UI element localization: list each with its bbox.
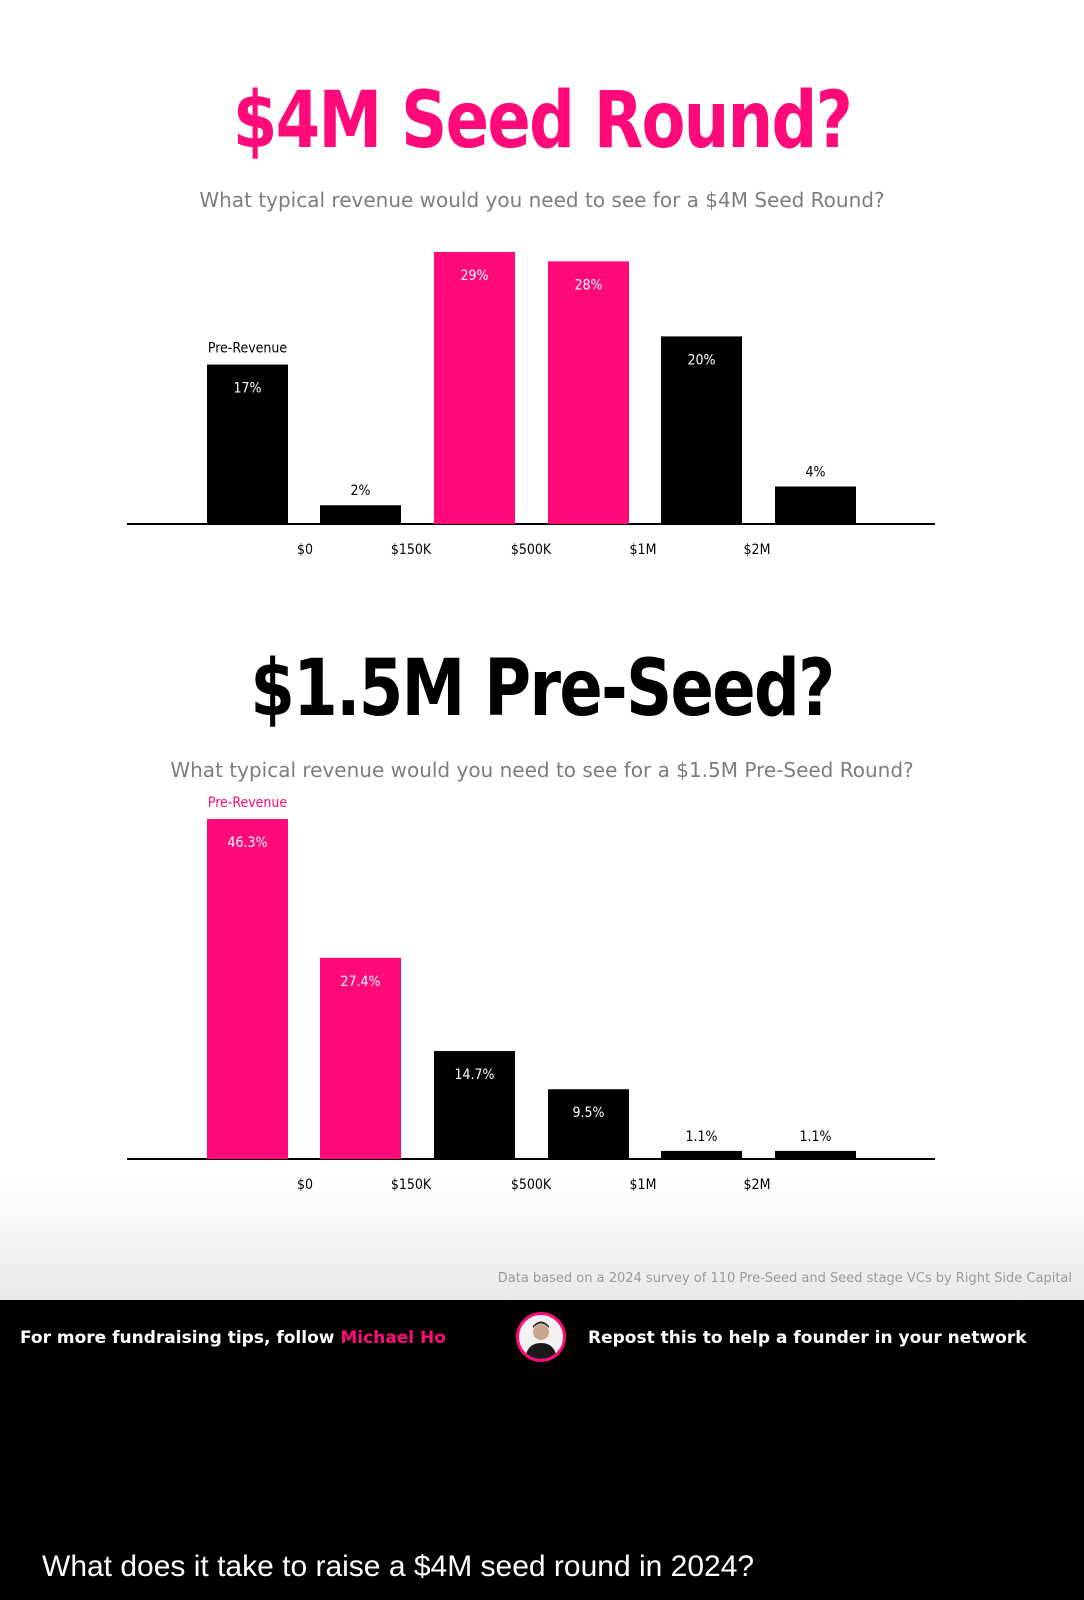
follow-prompt: For more fundraising tips, follow Michae…: [20, 1328, 446, 1348]
bar-value-label: 20%: [688, 352, 716, 368]
x-tick-label: $150K: [391, 542, 432, 558]
bar-value-label: 9.5%: [573, 1105, 605, 1121]
repost-prompt: Repost this to help a founder in your ne…: [588, 1328, 1027, 1348]
chart-2-title: $1.5M Pre-Seed?: [250, 644, 835, 734]
bar-1: [207, 819, 288, 1159]
x-tick-label: $2M: [744, 542, 771, 558]
bar-1: [207, 364, 288, 524]
x-tick-label: $500K: [511, 542, 552, 558]
chart-2-subtitle: What typical revenue would you need to s…: [170, 758, 914, 782]
chart-1-seed-round: 17% Pre-Revenue 2% 29% 28% 20% 4% $0 $150K $500K $…: [127, 252, 935, 558]
author-name[interactable]: Michael Ho: [340, 1328, 446, 1348]
pre-revenue-label: Pre-Revenue: [208, 795, 288, 811]
bar-value-label: 14.7%: [454, 1067, 494, 1083]
bar-4: [548, 261, 629, 524]
chart-1-subtitle: What typical revenue would you need to s…: [199, 188, 885, 212]
infographic: $4M Seed Round? What typical revenue wou…: [0, 0, 1084, 1300]
bar-value-label: 4%: [806, 464, 826, 480]
x-tick-label: $150K: [391, 1177, 432, 1193]
avatar-portrait-icon: [525, 1321, 557, 1359]
x-tick-label: $0: [297, 542, 313, 558]
bar-3: [434, 1051, 515, 1159]
follow-prompt-text: For more fundraising tips, follow: [20, 1328, 341, 1348]
bar-5: [661, 1150, 742, 1159]
bar-6: [775, 486, 856, 524]
bar-value-label: 28%: [575, 277, 603, 293]
bar-2: [320, 505, 401, 524]
bar-value-label: 27.4%: [340, 974, 380, 990]
bar-value-label: 1.1%: [686, 1129, 718, 1145]
bar-5: [661, 336, 742, 524]
x-tick-label: $2M: [744, 1177, 771, 1193]
x-tick-label: $500K: [511, 1177, 552, 1193]
bar-value-label: 46.3%: [227, 835, 267, 851]
chart-2-pre-seed: 46.3% Pre-Revenue 27.4% 14.7% 9.5% 1.1% 1.1% $0…: [207, 795, 856, 1193]
footer-bar: For more fundraising tips, follow Michae…: [0, 1300, 1084, 1380]
bar-value-label: 17%: [234, 381, 262, 397]
x-tick-label: $0: [297, 1177, 313, 1193]
bar-2: [320, 957, 401, 1159]
x-tick-label: $1M: [630, 1177, 657, 1193]
bar-value-label: 2%: [351, 483, 371, 499]
bar-value-label: 29%: [461, 268, 489, 284]
source-note: Data based on a 2024 survey of 110 Pre-S…: [497, 1271, 1072, 1286]
bar-value-label: 1.1%: [800, 1129, 832, 1145]
bar-6: [775, 1150, 856, 1159]
person-avatar-icon[interactable]: [516, 1312, 566, 1362]
chart-1-title: $4M Seed Round?: [232, 76, 853, 166]
x-tick-label: $1M: [630, 542, 657, 558]
post-caption: What does it take to raise a $4M seed ro…: [42, 1550, 755, 1583]
bar-4: [548, 1089, 629, 1159]
pre-revenue-label: Pre-Revenue: [208, 341, 288, 357]
bar-3: [434, 252, 515, 524]
